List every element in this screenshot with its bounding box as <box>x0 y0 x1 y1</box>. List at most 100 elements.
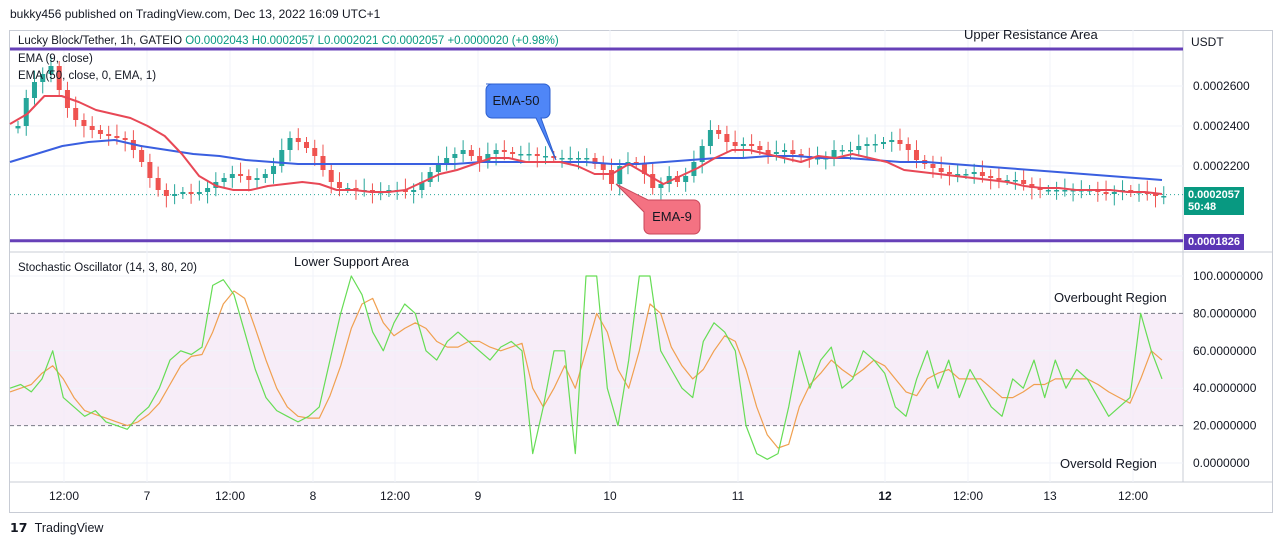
candle-body <box>468 150 474 156</box>
candle-body <box>312 148 318 156</box>
upper-resistance-label: Upper Resistance Area <box>964 27 1098 42</box>
tradingview-footer[interactable]: 𝟭𝟳 TradingView <box>10 520 103 535</box>
ema50-callout-box <box>485 83 557 161</box>
candle-body <box>444 158 450 164</box>
candle-body <box>452 154 458 158</box>
candle-body <box>81 120 87 126</box>
ohlc-values: O0.0002043 H0.0002057 L0.0002021 C0.0002… <box>185 35 559 47</box>
candle-body <box>1021 180 1027 184</box>
stoch-tick-label: 40.0000000 <box>1193 381 1257 395</box>
candle-body <box>749 144 755 146</box>
stoch-tick-label: 0.0000000 <box>1193 456 1250 470</box>
ema50-callout-label: EMA-50 <box>493 93 540 108</box>
ema9-callout-label: EMA-9 <box>652 209 692 224</box>
candle-body <box>122 138 128 140</box>
candle-body <box>724 134 730 142</box>
candle-body <box>328 170 334 182</box>
candle-body <box>551 156 557 158</box>
ema9-line <box>9 95 1163 195</box>
candle-body <box>345 188 351 190</box>
candle-body <box>155 178 161 190</box>
ema50-line <box>9 139 1163 181</box>
x-tick-label: 9 <box>475 489 482 503</box>
candle-body <box>493 150 499 154</box>
candle-body <box>56 66 62 90</box>
candle-body <box>996 178 1002 180</box>
candle-body <box>740 144 746 146</box>
support-price-tag: 0.0001826 <box>1184 234 1244 250</box>
candle-body <box>782 150 788 152</box>
candle-body <box>254 178 260 180</box>
candle-body <box>1037 188 1043 190</box>
x-tick-label: 10 <box>603 489 617 503</box>
price-tick-label: 0.0002200 <box>1193 159 1250 173</box>
candle-body <box>543 156 549 158</box>
candle-body <box>757 146 763 150</box>
symbol-name: Lucky Block/Tether, 1h, GATEIO <box>18 35 183 47</box>
ema9-legend[interactable]: EMA (9, close) <box>18 53 93 65</box>
candle-body <box>1161 196 1167 198</box>
candle-body <box>979 172 985 176</box>
candle-body <box>773 152 779 154</box>
candle-body <box>221 178 227 182</box>
candle-body <box>534 154 540 156</box>
candle-body <box>650 174 656 188</box>
candle-body <box>163 190 169 196</box>
candle-body <box>856 146 862 150</box>
candle-body <box>262 174 268 178</box>
candle-body <box>238 174 244 176</box>
candle-body <box>40 74 46 82</box>
candle-body <box>427 172 433 182</box>
x-tick-label: 12:00 <box>1118 489 1148 503</box>
candle-body <box>559 158 565 160</box>
candle-body <box>15 126 21 129</box>
candle-body <box>889 140 895 142</box>
candle-body <box>106 134 112 136</box>
symbol-legend: Lucky Block/Tether, 1h, GATEIO O0.000204… <box>18 35 559 47</box>
candle-body <box>139 150 145 162</box>
stoch-k-line <box>9 275 1163 460</box>
stoch-tick-label: 100.0000000 <box>1193 269 1263 283</box>
candle-body <box>716 130 722 134</box>
candle-body <box>23 98 29 126</box>
candle-body <box>1045 190 1051 192</box>
candle-body <box>229 174 235 178</box>
currency-label: USDT <box>1191 35 1224 49</box>
candle-body <box>839 150 845 152</box>
candle-body <box>271 166 277 174</box>
candle-body <box>600 164 606 170</box>
candle-body <box>31 82 37 98</box>
ema50-legend[interactable]: EMA (50, close, 0, EMA, 1) <box>18 70 157 82</box>
candle-body <box>518 154 524 156</box>
candle-body <box>674 176 680 182</box>
brand-name: TradingView <box>34 521 104 535</box>
x-tick-label: 12:00 <box>49 489 79 503</box>
candle-body <box>963 174 969 176</box>
candle-body <box>246 176 252 180</box>
candle-body <box>592 158 598 164</box>
published-header: bukky456 published on TradingView.com, D… <box>10 7 381 21</box>
candle-body <box>287 138 293 150</box>
candle-body <box>872 144 878 146</box>
candle-body <box>205 188 211 192</box>
candle-body <box>1153 194 1159 196</box>
candle-body <box>798 154 804 156</box>
candle-body <box>988 176 994 178</box>
candle-body <box>73 108 79 120</box>
stoch-band <box>10 313 1183 426</box>
candle-body <box>526 154 532 156</box>
x-tick-label: 12:00 <box>215 489 245 503</box>
stoch-tick-label: 60.0000000 <box>1193 344 1257 358</box>
candle-body <box>1054 190 1060 192</box>
candle-body <box>304 142 309 148</box>
current-price-tag: 0.0002057 50:48 <box>1184 187 1244 215</box>
stoch-legend[interactable]: Stochastic Oscillator (14, 3, 80, 20) <box>18 262 197 274</box>
candle-body <box>1070 190 1076 192</box>
candle-body <box>89 126 95 130</box>
candle-body <box>353 188 359 190</box>
current-price: 0.0002057 <box>1188 189 1240 201</box>
candle-body <box>913 150 919 160</box>
candle-body <box>938 168 944 172</box>
candle-body <box>881 142 886 144</box>
